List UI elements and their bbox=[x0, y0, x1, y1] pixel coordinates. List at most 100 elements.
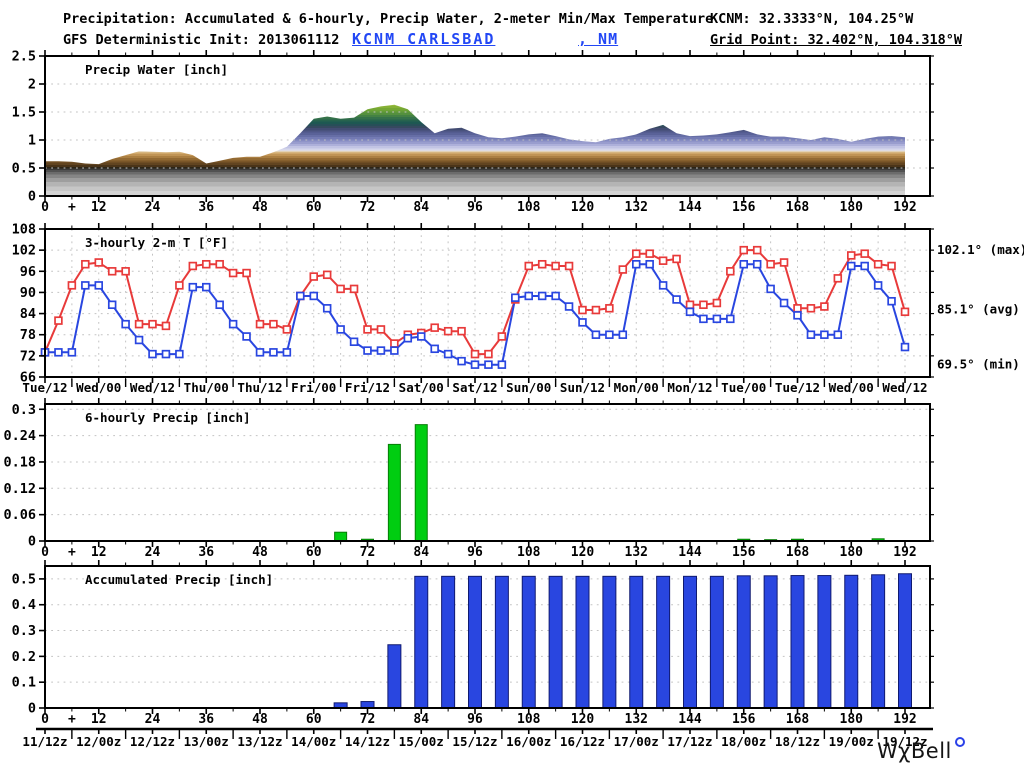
accum-precip-bar bbox=[602, 575, 617, 709]
svg-text:60: 60 bbox=[306, 545, 322, 560]
temperature-panel: 66 72 78 84 90 96 102 108 3-hourly 2-m T [°F] 102… bbox=[12, 222, 1024, 396]
accum-precip-title: Accumulated Precip [inch] bbox=[85, 572, 273, 587]
svg-text:0.3: 0.3 bbox=[12, 402, 36, 418]
svg-text:144: 144 bbox=[678, 545, 702, 560]
svg-text:0: 0 bbox=[41, 200, 49, 215]
svg-text:168: 168 bbox=[786, 200, 810, 215]
svg-text:96: 96 bbox=[467, 545, 483, 560]
svg-text:24: 24 bbox=[145, 200, 161, 215]
svg-text:108: 108 bbox=[12, 222, 36, 238]
svg-text:180: 180 bbox=[840, 712, 864, 727]
svg-text:17/00z: 17/00z bbox=[614, 734, 659, 749]
svg-text:Thu/12: Thu/12 bbox=[237, 380, 282, 395]
svg-text:16/00z: 16/00z bbox=[506, 734, 551, 749]
svg-text:13/12z: 13/12z bbox=[237, 734, 282, 749]
accum-precip-bar bbox=[521, 575, 536, 709]
svg-text:Wed/00: Wed/00 bbox=[76, 380, 121, 395]
svg-text:0: 0 bbox=[28, 189, 36, 205]
svg-text:12/12z: 12/12z bbox=[130, 734, 175, 749]
svg-text:96: 96 bbox=[20, 264, 36, 280]
date-axis: 11/12z 12/00z 12/12z 13/00z 13/12z 14/00z 14/1… bbox=[22, 727, 933, 749]
grid-point-link[interactable]: Grid Point: 32.402°N, 104.318°W bbox=[710, 32, 962, 48]
svg-text:Sat/12: Sat/12 bbox=[452, 380, 497, 395]
svg-text:11/12z: 11/12z bbox=[22, 734, 67, 749]
precip-6h-panel: 0 0.06 0.12 0.18 0.24 0.3 6-hourly Precip [inc… bbox=[3, 398, 934, 560]
svg-text:180: 180 bbox=[840, 545, 864, 560]
accum-precip-bar bbox=[871, 574, 886, 709]
svg-text:0.1: 0.1 bbox=[12, 675, 36, 691]
temperature-line-0 bbox=[44, 249, 906, 356]
svg-text:60: 60 bbox=[306, 200, 322, 215]
svg-text:Mon/12: Mon/12 bbox=[667, 380, 712, 395]
svg-text:84: 84 bbox=[413, 545, 429, 560]
accum-precip-bar bbox=[736, 575, 751, 709]
accum-precip-bar bbox=[817, 575, 832, 709]
accum-precip-bar bbox=[548, 575, 563, 709]
svg-text:168: 168 bbox=[786, 545, 810, 560]
svg-text:12: 12 bbox=[91, 712, 107, 727]
svg-text:84: 84 bbox=[413, 200, 429, 215]
accum-precip-bar bbox=[468, 575, 482, 709]
svg-text:Wed/12: Wed/12 bbox=[882, 380, 927, 395]
precip-6h-bar bbox=[414, 424, 428, 542]
svg-text:Mon/00: Mon/00 bbox=[614, 380, 659, 395]
svg-text:0.12: 0.12 bbox=[3, 481, 36, 497]
svg-text:0: 0 bbox=[41, 545, 49, 560]
svg-text:Fri/00: Fri/00 bbox=[291, 380, 336, 395]
svg-text:96: 96 bbox=[467, 200, 483, 215]
svg-text:36: 36 bbox=[198, 545, 214, 560]
svg-text:102: 102 bbox=[12, 243, 36, 259]
svg-text:108: 108 bbox=[517, 200, 541, 215]
svg-text:15/00z: 15/00z bbox=[399, 734, 444, 749]
station-name-link[interactable]: KCNM CARLSBAD bbox=[352, 30, 496, 48]
precip-water-panel: 0 0.5 1 1.5 2 2.5 Precip Water [inch] 0 +12 24 36 4… bbox=[12, 49, 934, 215]
accum-precip-bar bbox=[629, 575, 644, 709]
svg-text:19/12z: 19/12z bbox=[882, 734, 927, 749]
precip-water-title: Precip Water [inch] bbox=[85, 62, 228, 77]
accum-precip-bar bbox=[683, 575, 697, 709]
svg-text:0.24: 0.24 bbox=[3, 428, 36, 444]
svg-text:2: 2 bbox=[28, 77, 36, 93]
svg-text:120: 120 bbox=[571, 712, 595, 727]
svg-text:Sat/00: Sat/00 bbox=[399, 380, 444, 395]
svg-text:17/12z: 17/12z bbox=[667, 734, 712, 749]
station-state-link[interactable]: , NM bbox=[578, 30, 619, 48]
svg-text:0.4: 0.4 bbox=[12, 597, 36, 613]
precip-water-area bbox=[45, 104, 905, 196]
svg-text:132: 132 bbox=[625, 545, 648, 560]
svg-text:0.2: 0.2 bbox=[12, 649, 36, 665]
svg-text:156: 156 bbox=[732, 545, 756, 560]
svg-text:84: 84 bbox=[413, 712, 429, 727]
svg-text:Sun/00: Sun/00 bbox=[506, 380, 551, 395]
svg-text:36: 36 bbox=[198, 712, 214, 727]
svg-text:72: 72 bbox=[20, 348, 36, 364]
svg-text:90: 90 bbox=[20, 285, 36, 301]
svg-text:0: 0 bbox=[28, 534, 36, 550]
svg-text:78: 78 bbox=[20, 327, 36, 343]
svg-text:Tue/00: Tue/00 bbox=[721, 380, 766, 395]
accum-precip-bar bbox=[494, 575, 509, 709]
precip-6h-bar bbox=[334, 531, 348, 542]
svg-text:48: 48 bbox=[252, 200, 268, 215]
svg-text:+: + bbox=[68, 545, 76, 560]
svg-text:Wed/00: Wed/00 bbox=[829, 380, 874, 395]
accum-precip-bar bbox=[575, 575, 590, 709]
svg-text:2.5: 2.5 bbox=[12, 49, 36, 65]
svg-text:13/00z: 13/00z bbox=[184, 734, 229, 749]
svg-text:192: 192 bbox=[893, 200, 916, 215]
accum-precip-bar bbox=[387, 644, 402, 709]
svg-text:24: 24 bbox=[145, 712, 161, 727]
accum-precip-bar bbox=[898, 573, 912, 709]
temp-annotation-2: 69.5° (min) bbox=[937, 357, 1020, 372]
precip-6h-bar bbox=[387, 443, 401, 542]
accum-precip-bar bbox=[414, 575, 429, 709]
svg-text:0.06: 0.06 bbox=[3, 507, 36, 523]
svg-text:192: 192 bbox=[893, 545, 916, 560]
svg-text:12: 12 bbox=[91, 545, 107, 560]
station-coordinates: KCNM: 32.3333°N, 104.25°W bbox=[710, 11, 914, 27]
svg-text:72: 72 bbox=[360, 200, 376, 215]
svg-text:48: 48 bbox=[252, 545, 268, 560]
svg-text:+: + bbox=[68, 712, 76, 727]
accum-precip-bar bbox=[763, 575, 778, 709]
